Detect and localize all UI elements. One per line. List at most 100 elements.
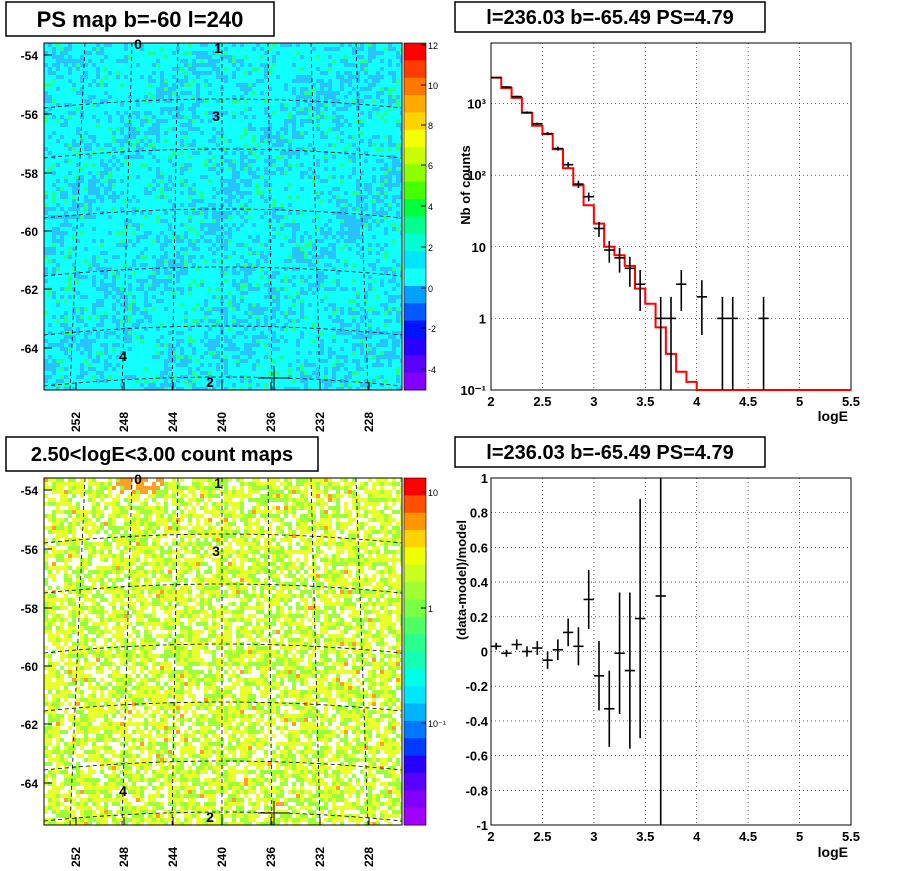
count-map-colorbar: 10 1 10⁻¹ <box>403 477 446 826</box>
map-x-tick-label: 244 <box>166 412 180 432</box>
spectrum-x-tick-label: 3 <box>590 394 597 409</box>
spectrum-y-tick-label: 10³ <box>467 97 486 112</box>
data-point <box>635 270 646 311</box>
residual-point <box>501 649 512 657</box>
latitude-line <box>43 533 403 544</box>
residual-x-tick-label: 3 <box>590 829 597 844</box>
colorbar-segment <box>404 43 426 61</box>
longitude-line <box>121 42 133 391</box>
residual-y-tick-label: 1 <box>481 471 488 486</box>
colorbar-segment <box>404 320 426 339</box>
latitude-line <box>43 98 403 109</box>
residual-point <box>614 592 625 714</box>
residual-y-tick-label: -0.8 <box>466 783 488 798</box>
source-label: 1 <box>214 40 222 56</box>
colorbar-tick-label: -2 <box>428 324 436 334</box>
residual-point <box>593 641 605 711</box>
data-point <box>593 221 605 237</box>
spectrum-x-tick-label: 3.5 <box>636 394 654 409</box>
colorbar-segment <box>404 755 426 774</box>
data-point <box>511 95 522 98</box>
data-point <box>491 76 502 79</box>
map-x-tick-label: 228 <box>362 412 376 432</box>
residual-y-tick-label: 0 <box>481 645 488 660</box>
colorbar-segment <box>404 112 426 131</box>
colorbar-segment <box>404 703 426 722</box>
colorbar-segment <box>404 147 426 165</box>
source-label: 0 <box>134 471 142 487</box>
data-point <box>604 241 615 263</box>
ps-map-coordinate-grid <box>43 42 403 391</box>
colorbar-segment <box>404 478 426 496</box>
model-step-line <box>491 76 851 391</box>
colorbar-segment <box>404 251 426 270</box>
colorbar-segment <box>404 164 426 183</box>
longitude-line <box>171 477 179 826</box>
colorbar-tick-label: 0 <box>428 284 433 294</box>
map-x-tick-label: 236 <box>264 412 278 432</box>
map-x-tick-label: 244 <box>166 847 180 867</box>
map-x-tick-label: 240 <box>215 847 229 867</box>
residual-y-tick-label: -0.2 <box>466 679 488 694</box>
colorbar-segment <box>404 720 426 739</box>
residual-x-tick-label: 4 <box>693 829 701 844</box>
colorbar-segment <box>404 372 426 391</box>
ps-map-heatmap <box>44 43 402 390</box>
map-y-tick-label: -58 <box>21 167 39 181</box>
data-point <box>501 86 512 88</box>
longitude-line <box>267 477 273 826</box>
spectrum-title-box: l=236.03 b=-65.49 PS=4.79 <box>454 1 766 33</box>
residual-y-tick-label: 0.2 <box>470 610 488 625</box>
colorbar-frame <box>403 42 427 391</box>
latitude-line <box>43 643 403 654</box>
map-x-tick-label: 228 <box>362 847 376 867</box>
residual-x-tick-label: 3.5 <box>636 829 654 844</box>
colorbar-segment <box>404 181 426 200</box>
latitude-line <box>43 148 403 159</box>
map-y-tick-label: -64 <box>21 342 39 356</box>
colorbar-segment <box>404 790 426 809</box>
residual-data-points <box>491 478 666 825</box>
spectrum-axes: 2 2.5 3 3.5 4 4.5 5 5.5 10³ 10² 10 1 10⁻¹ <box>460 97 860 409</box>
map-x-tick-label: 232 <box>313 847 327 867</box>
residual-y-tick-label: -0.6 <box>466 749 488 764</box>
data-point <box>532 122 543 126</box>
longitude-line <box>355 477 369 826</box>
map-y-tick-label: -56 <box>21 543 39 557</box>
map-y-tick-label: -60 <box>21 660 39 674</box>
longitude-line <box>69 477 86 826</box>
count-map-target-cross <box>258 801 290 825</box>
residual-x-tick-label: 5 <box>796 829 803 844</box>
spectrum-xlabel: logE <box>818 408 848 424</box>
residual-y-tick-label: -0.4 <box>466 714 489 729</box>
ps-map-target-cross <box>258 366 290 390</box>
spectrum-y-tick-label: 10 <box>472 240 486 255</box>
colorbar-segment <box>404 60 426 79</box>
latitude-line <box>43 583 403 594</box>
map-y-tick-label: -56 <box>21 108 39 122</box>
data-point <box>696 280 707 336</box>
map-y-tick-label: -62 <box>21 718 39 732</box>
map-y-tick-label: -60 <box>21 225 39 239</box>
ps-map-source-labels: 0 1 3 4 2 <box>119 36 222 390</box>
residual-x-tick-label: 5.5 <box>842 829 860 844</box>
data-point <box>655 296 666 390</box>
residual-point <box>521 646 533 657</box>
count-map-heatmap <box>44 478 402 825</box>
spectrum-y-tick-label: 1 <box>479 311 486 326</box>
data-point <box>563 162 574 168</box>
spectrum-x-tick-label: 2 <box>487 394 494 409</box>
colorbar-tick-label: -4 <box>428 365 436 375</box>
data-point <box>573 180 584 188</box>
colorbar-tick-label: 10⁻¹ <box>428 719 446 729</box>
residual-point <box>542 651 553 669</box>
colorbar-segment <box>404 512 426 531</box>
longitude-line <box>267 42 273 391</box>
residual-frame <box>490 477 852 826</box>
spectrum-title: l=236.03 b=-65.49 PS=4.79 <box>486 7 733 29</box>
latitude-line <box>43 376 403 387</box>
longitude-line <box>171 42 179 391</box>
colorbar-segment <box>404 547 426 566</box>
residual-y-tick-label: 0.4 <box>470 575 489 590</box>
map-y-tick-label: -64 <box>21 777 39 791</box>
